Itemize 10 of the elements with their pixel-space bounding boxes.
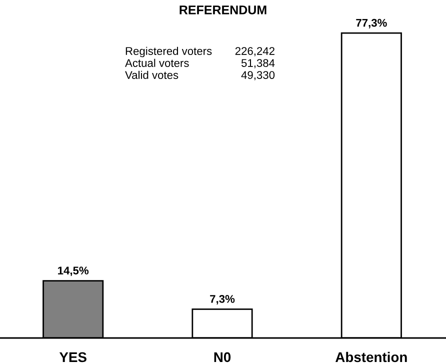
x-tick-label: Abstention bbox=[336, 352, 407, 362]
text: Valid votes 49,330 bbox=[125, 70, 275, 80]
text: Actual voters 51,384 bbox=[125, 58, 275, 68]
data-label: 77,3% bbox=[356, 18, 387, 28]
data-label: 7,3% bbox=[210, 294, 235, 304]
chart-title: REFERENDUM bbox=[180, 6, 266, 14]
text: Registered voters 226,242 bbox=[126, 46, 274, 58]
data-label: 14,5% bbox=[58, 266, 89, 276]
x-tick-label: YES bbox=[59, 352, 86, 362]
x-tick-label: N0 bbox=[214, 352, 231, 362]
